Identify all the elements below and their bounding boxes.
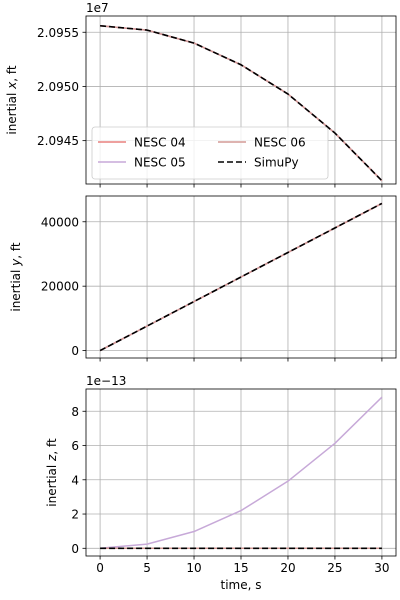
legend-entry-label: NESC 05 [134, 156, 186, 170]
legend-entry-label: NESC 06 [254, 136, 306, 150]
z-position-panel: 0 5 10 15 20 25 30 0 2 4 6 8 1e−13 inertial z, ft time… [45, 374, 397, 592]
x-tick-label: 20 [280, 561, 295, 575]
y-tick-label: 2 [71, 508, 79, 522]
series-line-nesc-05 [100, 396, 383, 550]
y-tick-label: 2.0950 [37, 80, 79, 94]
x-tick-label: 15 [233, 561, 248, 575]
axis-offset-label: 1e7 [86, 1, 109, 15]
x-tick-label: 30 [374, 561, 389, 575]
x-tick-label: 0 [96, 561, 104, 575]
legend-entry-label: NESC 04 [134, 136, 186, 150]
legend: NESC 04 NESC 05 NESC 06 SimuPy [91, 126, 329, 180]
legend-entry-label: SimuPy [254, 156, 299, 170]
y-tick-label: 2.0945 [37, 134, 79, 148]
x-tick-label: 5 [143, 561, 151, 575]
y-tick-label: 2.0955 [37, 26, 79, 40]
series-line-simupy [99, 202, 383, 352]
axis-offset-label: 1e−13 [86, 374, 126, 388]
y-tick-label: 0 [71, 344, 79, 358]
y-tick-label: 20000 [41, 280, 79, 294]
y-tick-label: 40000 [41, 215, 79, 229]
y-axis-label: inertial x, ft [5, 65, 19, 135]
y-tick-label: 4 [71, 473, 79, 487]
x-position-panel: 2.0945 2.0950 2.0955 1e7 inertial x, ft NESC … [5, 1, 397, 188]
y-tick-label: 0 [71, 542, 79, 556]
legend-box [91, 126, 329, 180]
y-axis-label: inertial z, ft [45, 438, 59, 507]
y-axis-label: inertial y, ft [9, 242, 23, 312]
x-tick-label: 10 [186, 561, 201, 575]
y-tick-label: 8 [71, 405, 79, 419]
series-line-simupy [100, 24, 383, 182]
y-tick-label: 6 [71, 439, 79, 453]
y-position-panel: 0 20000 40000 inertial y, ft [9, 195, 397, 362]
x-tick-label: 25 [327, 561, 342, 575]
x-axis-label: time, s [221, 578, 262, 592]
